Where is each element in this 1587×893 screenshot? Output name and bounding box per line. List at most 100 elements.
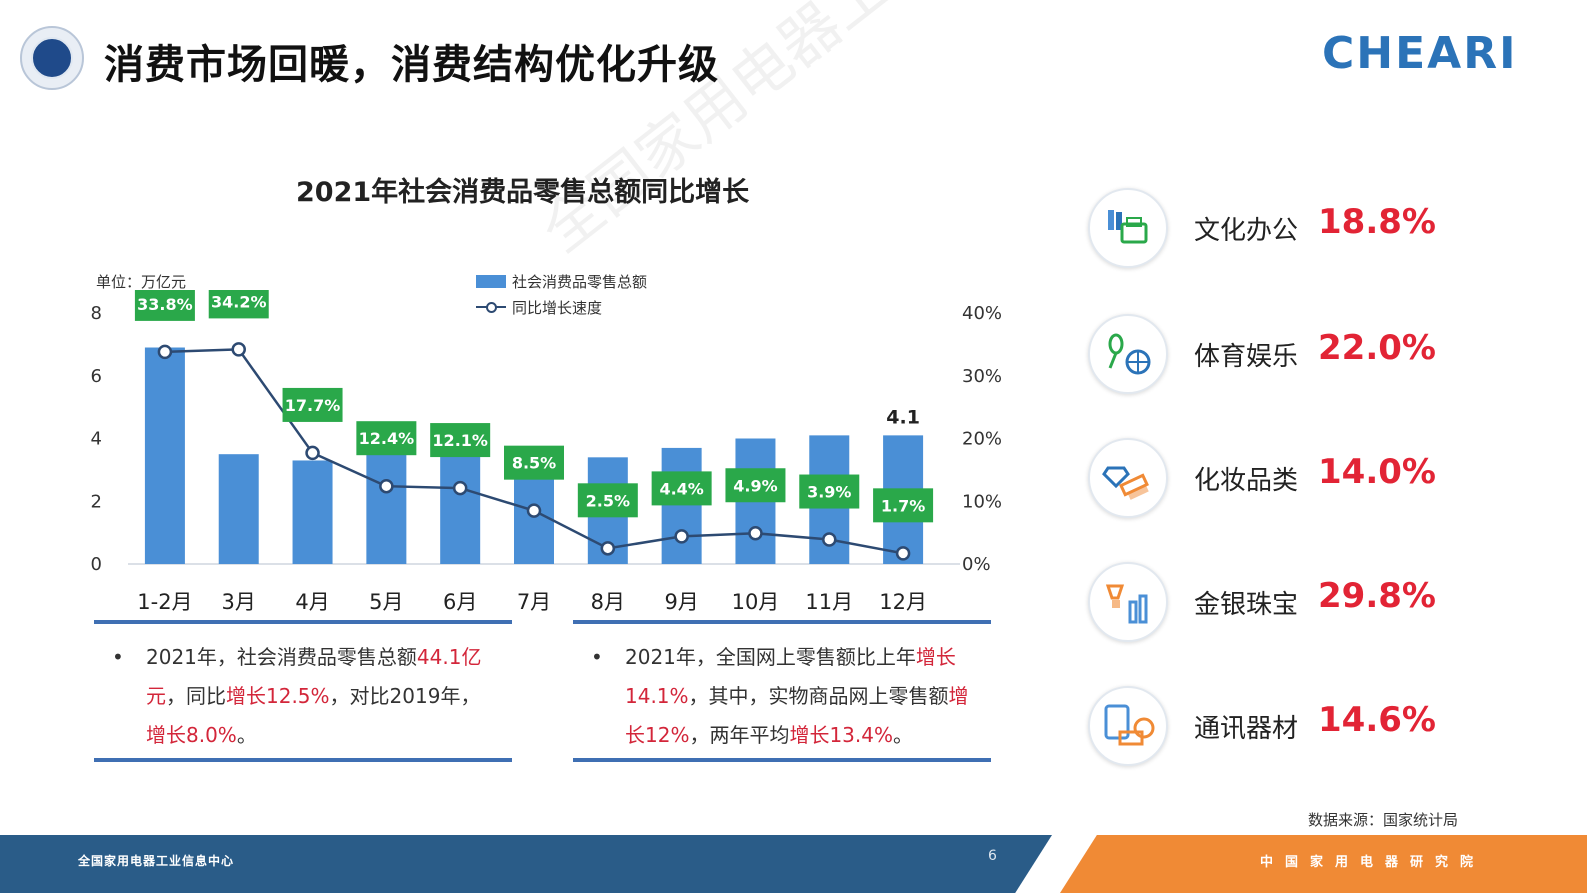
legend-item-bar: 社会消费品零售总额 xyxy=(476,268,647,294)
footer-bar-left xyxy=(0,835,1052,893)
growth-point xyxy=(305,445,320,461)
association-logo xyxy=(20,26,84,90)
growth-data-label: 1.7% xyxy=(881,496,925,515)
x-tick-label: 4月 xyxy=(295,590,329,614)
growth-data-label: 12.4% xyxy=(359,429,415,448)
y-left-tick-label: 0 xyxy=(91,554,102,575)
growth-point xyxy=(822,532,837,547)
growth-label-box xyxy=(282,387,343,422)
growth-label-box xyxy=(430,423,491,458)
highlight-text: 增长12% xyxy=(625,684,969,747)
legend-line-label: 同比增长速度 xyxy=(512,298,603,317)
highlight-text: 增长8.0% xyxy=(146,723,237,747)
category-label: 文化办公 xyxy=(1194,216,1299,246)
body-text: 。 xyxy=(893,723,913,747)
growth-label-box xyxy=(504,445,564,480)
category-label: 通讯器材 xyxy=(1194,714,1299,744)
bar xyxy=(218,454,259,564)
bar xyxy=(144,347,185,564)
data-source: 数据来源：国家统计局 xyxy=(1308,811,1459,829)
x-tick-label: 6月 xyxy=(443,590,477,614)
x-tick-label: 9月 xyxy=(664,590,698,614)
x-tick-label: 11月 xyxy=(805,590,853,614)
category-growth-value: 14.0% xyxy=(1318,452,1436,492)
legend-line-swatch xyxy=(476,301,506,313)
chart-unit-label: 单位：万亿元 xyxy=(96,273,187,291)
bullet: • xyxy=(591,645,603,669)
bar xyxy=(366,454,407,564)
y-left-tick-label: 4 xyxy=(91,429,102,450)
chart-title: 2021年社会消费品零售总额同比增长 xyxy=(296,177,750,208)
growth-data-label: 8.5% xyxy=(512,454,556,473)
body-text: 。 xyxy=(236,723,257,747)
growth-data-label: 4.4% xyxy=(659,479,703,498)
growth-data-label: 34.2% xyxy=(211,292,267,311)
footer-institute: 中国家用电器研究院 xyxy=(1260,855,1486,870)
growth-data-label: 33.8% xyxy=(137,295,193,314)
growth-data-label: 4.9% xyxy=(733,476,777,495)
body-text: ，其中，实物商品网上零售额 xyxy=(688,684,949,708)
x-tick-label: 8月 xyxy=(591,590,625,614)
highlight-text: 增长12.5% xyxy=(226,684,330,708)
growth-point xyxy=(674,529,689,544)
growth-label-box xyxy=(799,474,860,509)
y-right-tick-label: 20% xyxy=(962,429,1002,450)
footer-organization: 全国家用电器工业信息中心 xyxy=(78,854,235,868)
category-growth-value: 14.6% xyxy=(1318,700,1436,740)
highlight-text: 44.1亿元 xyxy=(146,645,482,708)
summary-text-retail: 2021年，社会消费品零售总额44.1亿元，同比增长12.5%，对比2019年，… xyxy=(146,645,481,747)
cheari-logo: CHEARI xyxy=(1322,28,1517,79)
y-left-tick-label: 8 xyxy=(91,303,102,324)
category-growth-value: 29.8% xyxy=(1318,576,1436,616)
bar-data-label: 4.1 xyxy=(886,406,920,428)
growth-label-box xyxy=(208,290,269,319)
y-left-tick-label: 6 xyxy=(91,366,102,387)
y-right-tick-label: 0% xyxy=(962,554,991,575)
office-supplies-icon xyxy=(1088,188,1168,268)
jewelry-icon xyxy=(1088,562,1168,642)
x-tick-label: 1-2月 xyxy=(137,590,192,614)
growth-point xyxy=(157,344,173,360)
y-right-tick-label: 30% xyxy=(962,366,1002,387)
page-title: 消费市场回暖，消费结构优化升级 xyxy=(104,42,719,88)
x-tick-label: 7月 xyxy=(517,590,551,614)
body-text: ，两年平均 xyxy=(689,723,790,747)
y-right-tick-label: 40% xyxy=(962,303,1002,324)
highlight-text: 增长14.1% xyxy=(625,645,956,708)
x-tick-label: 3月 xyxy=(222,590,256,614)
body-text: ，同比 xyxy=(166,684,226,708)
growth-label-box xyxy=(651,471,712,506)
growth-data-label: 17.7% xyxy=(285,396,341,415)
growth-point xyxy=(600,541,616,556)
growth-label-box xyxy=(356,421,417,456)
brand-text: CHEARI xyxy=(1322,28,1518,79)
y-left-tick-label: 2 xyxy=(91,491,102,512)
bar xyxy=(440,444,481,564)
growth-label-box xyxy=(725,468,786,503)
category-label: 体育娱乐 xyxy=(1194,342,1299,372)
growth-label-box xyxy=(873,488,934,523)
growth-point xyxy=(379,478,394,494)
chart-legend: 社会消费品零售总额 同比增长速度 xyxy=(476,268,647,320)
body-text: 2021年，社会消费品零售总额 xyxy=(146,645,417,669)
category-jewelry: 金银珠宝 29.8% xyxy=(1088,562,1528,642)
growth-label-box xyxy=(577,483,638,518)
legend-bar-swatch xyxy=(476,274,506,288)
category-sports: 体育娱乐 22.0% xyxy=(1088,314,1528,394)
growth-point xyxy=(895,546,911,561)
y-right-tick-label: 10% xyxy=(962,491,1002,512)
category-growth-value: 22.0% xyxy=(1318,328,1436,368)
summary-panel-retail: • 2021年，社会消费品零售总额44.1亿元，同比增长12.5%，对比2019… xyxy=(94,620,512,762)
growth-data-label: 2.5% xyxy=(586,491,630,510)
x-tick-label: 12月 xyxy=(879,590,927,614)
bullet: • xyxy=(112,645,124,669)
growth-point xyxy=(452,480,468,496)
footer-bar-right xyxy=(1060,835,1587,893)
x-tick-label: 10月 xyxy=(732,590,780,614)
legend-bar-label: 社会消费品零售总额 xyxy=(512,272,648,291)
category-growth-value: 18.8% xyxy=(1318,202,1436,242)
growth-data-label: 3.9% xyxy=(807,483,851,502)
category-office: 文化办公 18.8% xyxy=(1088,188,1528,268)
body-text: ，对比2019年， xyxy=(329,684,481,708)
highlight-text: 增长13.4% xyxy=(789,723,893,747)
